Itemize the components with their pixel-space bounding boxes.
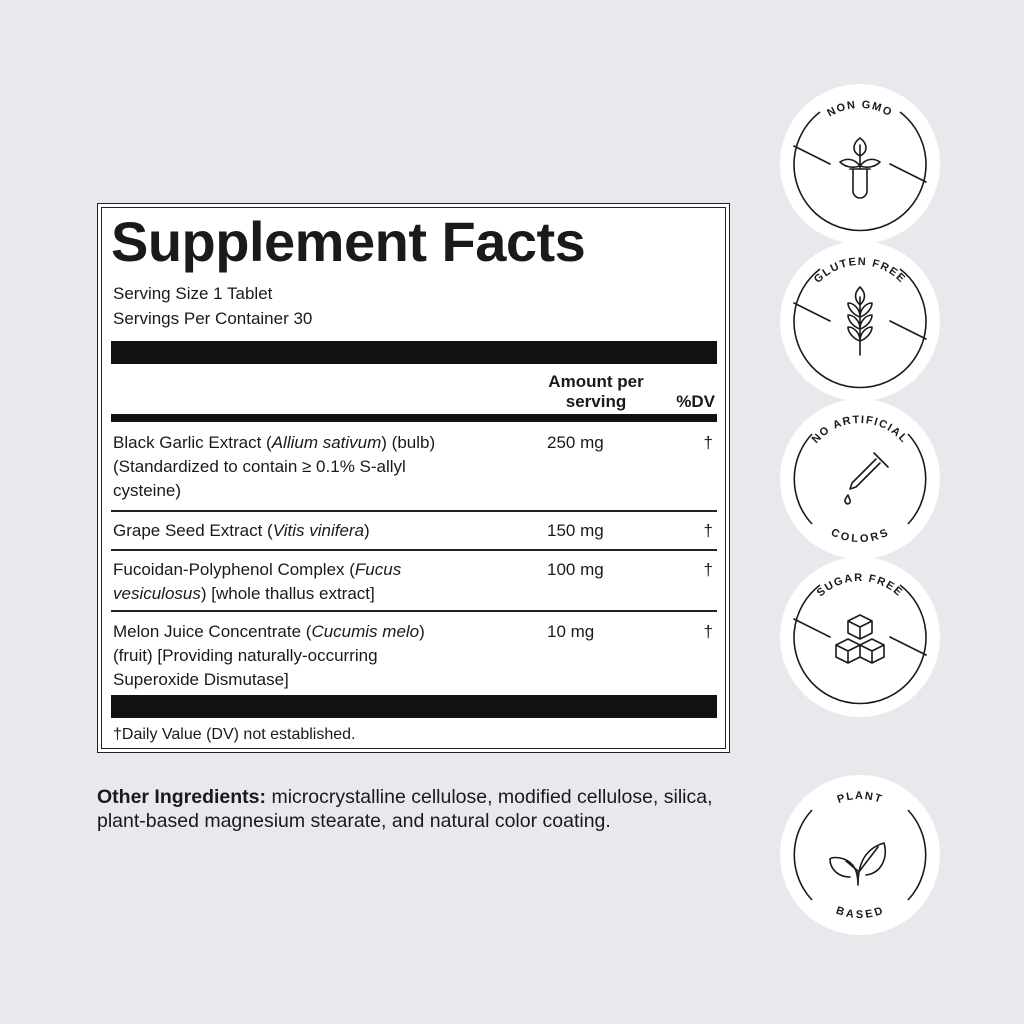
badge-non-gmo: NON GMO: [779, 83, 941, 245]
amount-header-line2: serving: [565, 392, 627, 411]
ingredient-dv: †: [703, 433, 713, 452]
dropper-icon: [844, 452, 889, 505]
ingredient-dv: †: [703, 521, 713, 540]
other-ingredients-label: Other Ingredients:: [97, 786, 267, 808]
ingredient-amount: 150 mg: [547, 521, 604, 540]
serving-size: Serving Size 1 Tablet: [113, 284, 273, 303]
sugar-cubes-icon: [793, 614, 927, 664]
other-ingredients: Other Ingredients: microcrystalline cell…: [97, 785, 737, 833]
wheat-icon: [793, 286, 927, 356]
ingredient-dv: †: [703, 622, 713, 641]
badge-graphic: GLUTEN FREE: [780, 241, 940, 401]
row-divider: [111, 610, 717, 612]
badge-top-text: PLANT: [836, 790, 885, 806]
footnote: †Daily Value (DV) not established.: [113, 726, 356, 743]
badge-no-artificial: NO ARTIFICIAL COLORS: [779, 398, 941, 560]
badge-plant: PLANT BASED: [779, 774, 941, 936]
medium-divider: [111, 414, 717, 422]
badge-gluten-free: GLUTEN FREE: [779, 240, 941, 402]
ingredient-name: Black Garlic Extract (Allium sativum) (b…: [113, 433, 436, 500]
badge-graphic: NO ARTIFICIAL COLORS: [780, 399, 940, 559]
badge-graphic: NON GMO: [780, 84, 940, 244]
badge-bottom-text: COLORS: [829, 527, 891, 546]
plant-test-tube-icon: [793, 137, 927, 199]
ingredient-name: Grape Seed Extract (Vitis vinifera): [113, 521, 370, 540]
ingredient-amount: 100 mg: [547, 560, 604, 579]
dv-header: %DV: [676, 392, 715, 411]
amount-header-line1: Amount per: [548, 372, 644, 391]
row-divider: [111, 549, 717, 551]
thick-divider-bottom: [111, 695, 717, 718]
row-divider: [111, 510, 717, 512]
badge-graphic: PLANT BASED: [780, 775, 940, 935]
panel-title: Supplement Facts: [111, 210, 586, 273]
ingredient-name: Melon Juice Concentrate (Cucumis melo) (f…: [113, 622, 425, 689]
thick-divider: [111, 341, 717, 364]
badge-bottom-text: BASED: [834, 905, 885, 921]
ingredient-amount: 10 mg: [547, 622, 595, 641]
ingredient-name: Fucoidan-Polyphenol Complex (Fucus vesicu…: [113, 560, 402, 603]
badge-sugar-free: SUGAR FREE: [779, 556, 941, 718]
ingredient-amount: 250 mg: [547, 433, 604, 452]
servings-per-container: Servings Per Container 30: [113, 309, 313, 328]
ingredient-dv: †: [703, 560, 713, 579]
badge-graphic: SUGAR FREE: [780, 557, 940, 717]
supplement-facts-panel: Supplement Facts Serving Size 1 Tablet S…: [97, 203, 730, 753]
other-ingredients-text: microcrystalline cellulose, modified cel…: [97, 786, 713, 832]
leaves-icon: [829, 842, 886, 886]
amount-header: Amount per serving: [531, 372, 661, 412]
